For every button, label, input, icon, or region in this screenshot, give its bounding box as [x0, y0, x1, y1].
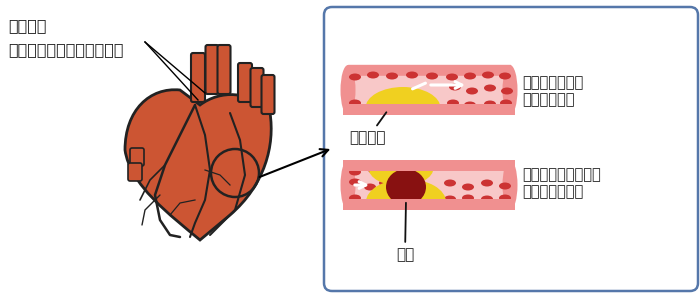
- Ellipse shape: [368, 166, 380, 173]
- Ellipse shape: [340, 65, 356, 115]
- Ellipse shape: [447, 99, 459, 107]
- Ellipse shape: [407, 197, 419, 204]
- FancyBboxPatch shape: [251, 68, 263, 107]
- Ellipse shape: [349, 194, 361, 202]
- Ellipse shape: [367, 102, 379, 109]
- Ellipse shape: [462, 184, 474, 191]
- Ellipse shape: [368, 197, 380, 204]
- Ellipse shape: [387, 168, 399, 175]
- Ellipse shape: [427, 101, 439, 107]
- FancyBboxPatch shape: [324, 7, 698, 291]
- Ellipse shape: [449, 83, 461, 91]
- FancyBboxPatch shape: [218, 45, 230, 94]
- FancyBboxPatch shape: [130, 148, 144, 166]
- Ellipse shape: [364, 184, 376, 191]
- FancyBboxPatch shape: [206, 45, 218, 94]
- Bar: [343, 199, 515, 229]
- Bar: [343, 143, 515, 171]
- Text: 狭くなった状態: 狭くなった状態: [522, 75, 583, 91]
- Ellipse shape: [444, 179, 456, 186]
- Ellipse shape: [365, 87, 440, 129]
- Bar: [343, 210, 515, 230]
- Ellipse shape: [482, 72, 494, 78]
- Bar: [343, 115, 515, 135]
- Ellipse shape: [349, 99, 361, 107]
- Ellipse shape: [349, 168, 361, 176]
- Text: 完全に詰まった状態: 完全に詰まった状態: [522, 168, 601, 183]
- Bar: [343, 142, 515, 160]
- Ellipse shape: [386, 73, 398, 80]
- Ellipse shape: [340, 160, 356, 210]
- Ellipse shape: [481, 195, 493, 202]
- Ellipse shape: [481, 179, 493, 186]
- Ellipse shape: [464, 73, 476, 80]
- Ellipse shape: [464, 102, 476, 109]
- Ellipse shape: [349, 73, 361, 81]
- Ellipse shape: [466, 88, 478, 94]
- Ellipse shape: [503, 160, 517, 210]
- Text: プラーク: プラーク: [350, 112, 386, 146]
- Ellipse shape: [379, 179, 391, 186]
- Ellipse shape: [503, 65, 517, 115]
- Ellipse shape: [406, 102, 418, 109]
- Ellipse shape: [386, 169, 426, 205]
- PathPatch shape: [125, 90, 271, 240]
- FancyBboxPatch shape: [191, 53, 205, 102]
- Ellipse shape: [484, 84, 496, 91]
- Ellipse shape: [386, 101, 398, 107]
- Ellipse shape: [499, 183, 511, 189]
- Text: ＝「心筋梗塞」: ＝「心筋梗塞」: [522, 184, 583, 200]
- Ellipse shape: [426, 73, 438, 80]
- Text: 冠動脈＝: 冠動脈＝: [8, 18, 46, 33]
- Text: ＝「狭心症」: ＝「狭心症」: [522, 92, 575, 107]
- Ellipse shape: [407, 166, 419, 173]
- Text: 血栓: 血栓: [396, 203, 414, 263]
- Ellipse shape: [366, 179, 446, 225]
- Ellipse shape: [501, 88, 513, 94]
- Ellipse shape: [387, 195, 399, 202]
- Ellipse shape: [367, 72, 379, 78]
- Ellipse shape: [406, 72, 418, 78]
- FancyBboxPatch shape: [238, 63, 252, 102]
- Ellipse shape: [484, 101, 496, 107]
- Bar: [343, 104, 515, 134]
- Ellipse shape: [446, 73, 458, 81]
- Ellipse shape: [368, 150, 433, 186]
- FancyBboxPatch shape: [262, 75, 274, 114]
- Ellipse shape: [500, 99, 512, 107]
- Ellipse shape: [444, 195, 456, 202]
- Text: 心蟓の筋肉を栄養する血管: 心蟓の筋肉を栄養する血管: [8, 42, 123, 57]
- Ellipse shape: [349, 178, 361, 186]
- FancyBboxPatch shape: [128, 163, 142, 181]
- Ellipse shape: [499, 73, 511, 80]
- Ellipse shape: [499, 194, 511, 202]
- Ellipse shape: [462, 194, 474, 202]
